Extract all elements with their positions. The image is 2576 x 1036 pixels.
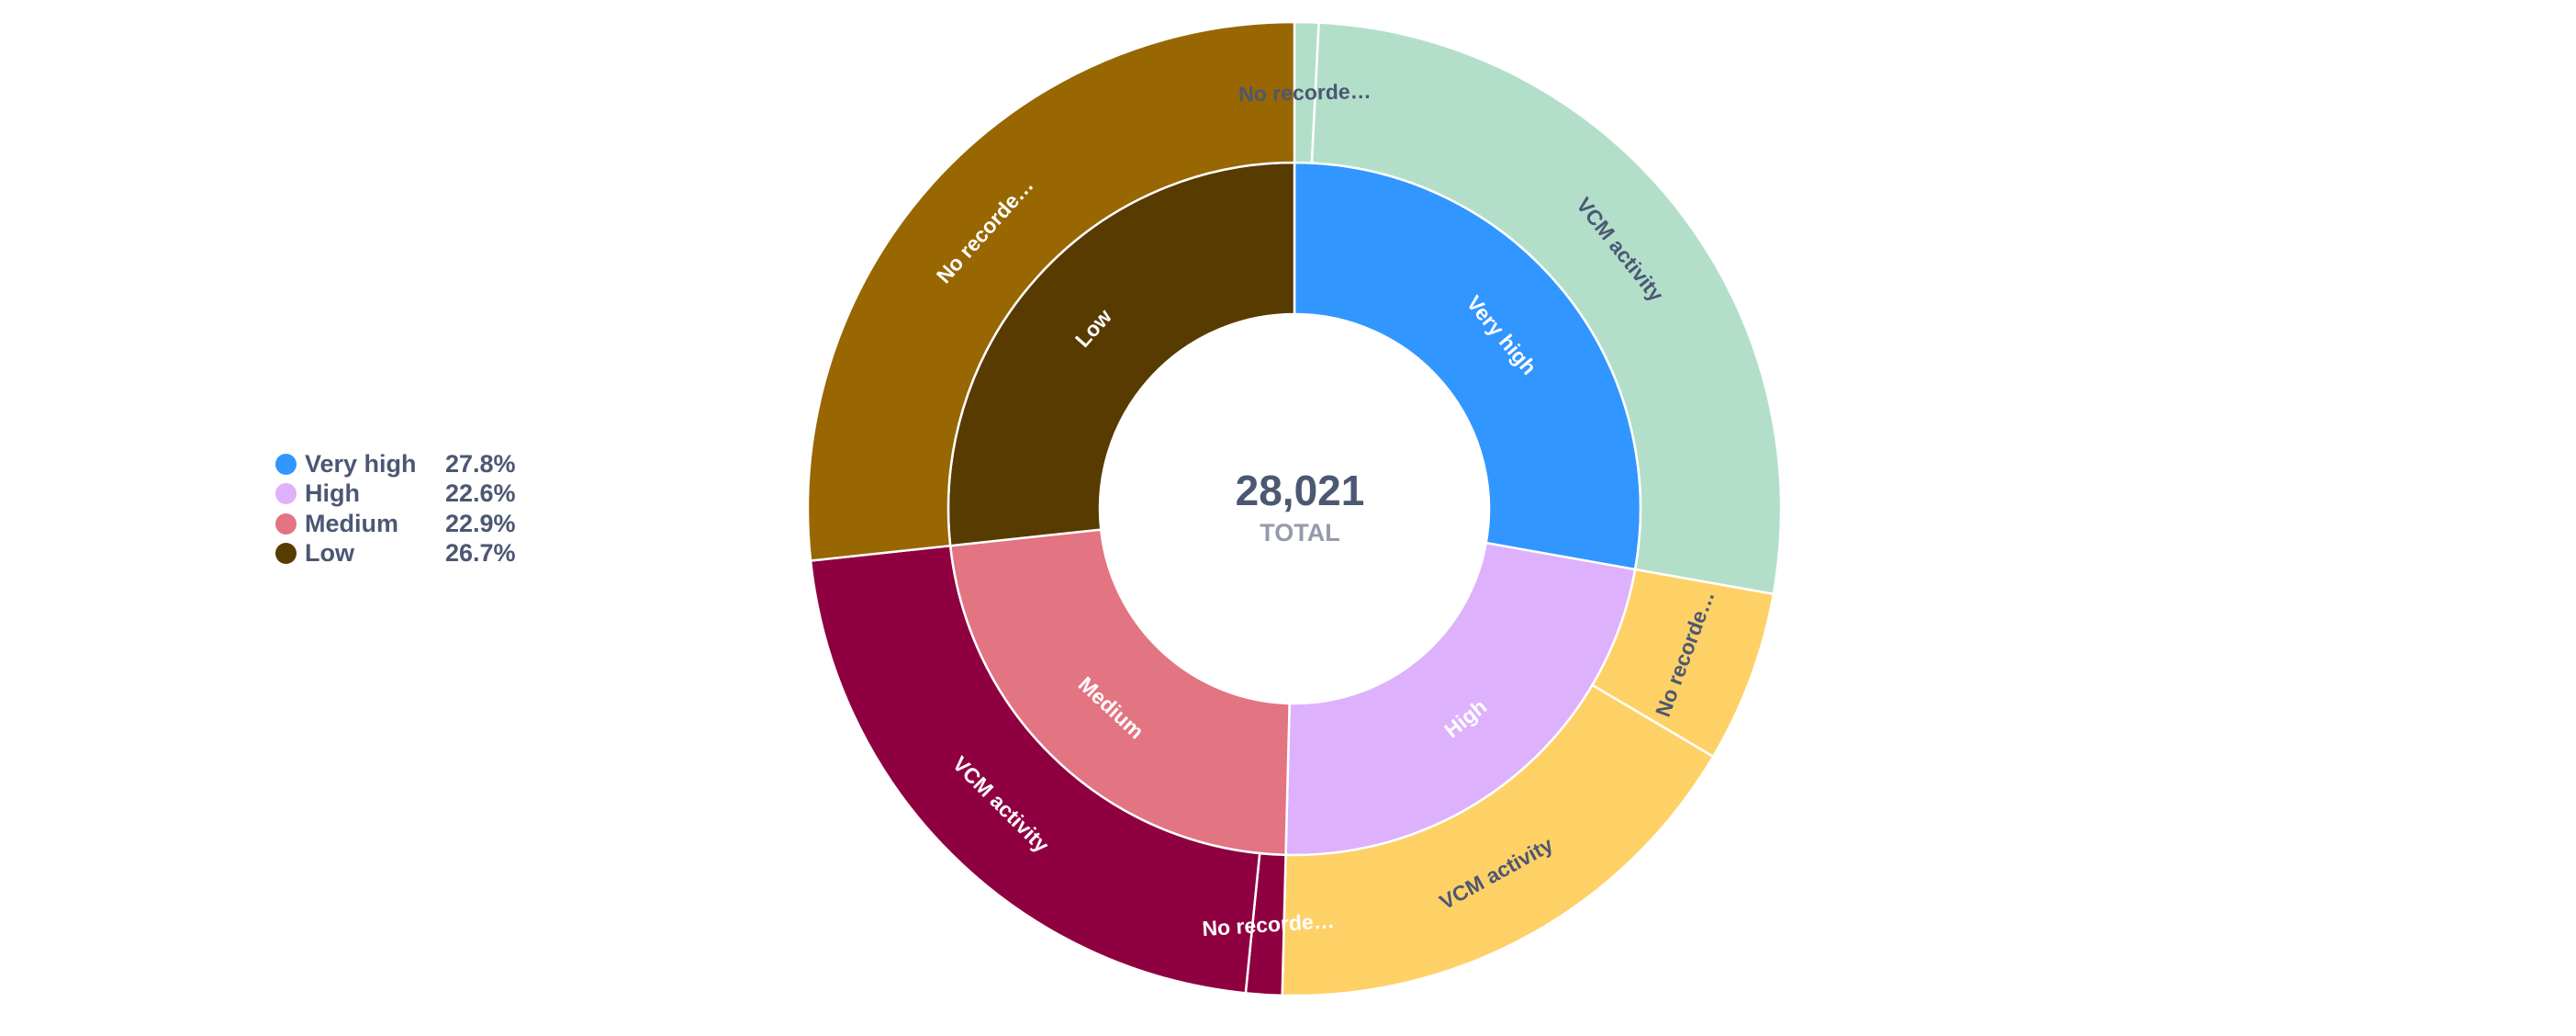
outer-segment-medium-vcm-activity[interactable] <box>809 544 1261 995</box>
legend-percent: 26.7% <box>445 539 516 568</box>
legend-percent: 22.9% <box>445 509 516 537</box>
legend: Very high 27.8% High 22.6% Medium 22.9% … <box>275 449 516 569</box>
total-value: 28,021 <box>1235 467 1365 514</box>
legend-label: Medium <box>305 509 399 537</box>
legend-item-medium[interactable]: Medium 22.9% <box>275 509 516 539</box>
outer-segment-very-high-vcm-activity[interactable] <box>1310 21 1783 596</box>
legend-dot-very-high <box>275 453 297 475</box>
legend-percent: 27.8% <box>445 449 516 478</box>
legend-percent: 22.6% <box>445 479 516 508</box>
outer-segment-low-no-recorded-activity[interactable] <box>806 20 1296 562</box>
legend-dot-low <box>275 543 297 565</box>
outer-label-very-high-no-recorded-activity: No recorde… <box>1238 79 1372 107</box>
legend-label: Very high <box>305 449 417 478</box>
legend-dot-high <box>275 483 297 505</box>
legend-dot-medium <box>275 512 297 535</box>
total-label: TOTAL <box>1260 519 1340 546</box>
legend-label: High <box>305 479 360 508</box>
legend-item-very-high[interactable]: Very high 27.8% <box>275 449 516 479</box>
outer-segment-high-vcm-activity[interactable] <box>1281 683 1715 997</box>
legend-item-high[interactable]: High 22.6% <box>275 479 516 510</box>
legend-label: Low <box>305 539 354 568</box>
legend-item-low[interactable]: Low 26.7% <box>275 539 516 569</box>
